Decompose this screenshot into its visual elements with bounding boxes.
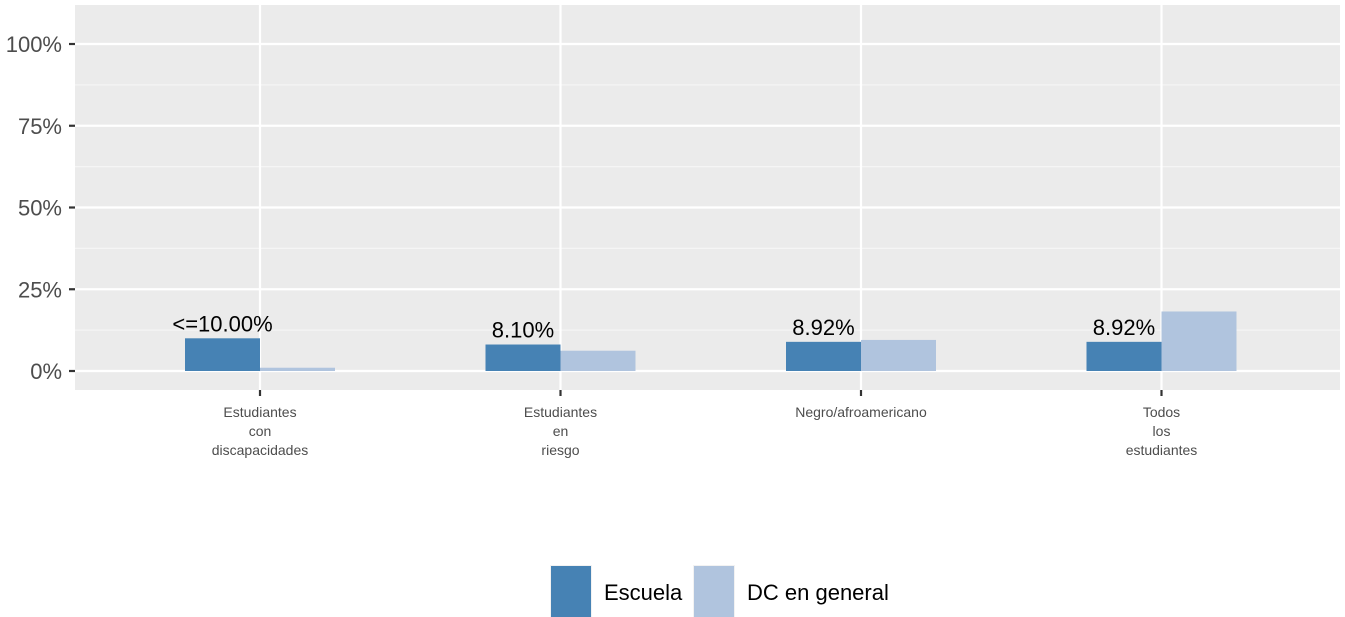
data-labels: <=10.00% 8.10% 8.92% 8.92% bbox=[172, 311, 1155, 342]
y-tick-label: 100% bbox=[6, 32, 62, 57]
y-tick-label: 0% bbox=[30, 359, 62, 384]
bar-dc-en-general-2 bbox=[861, 339, 936, 371]
bar-escuela-0 bbox=[185, 338, 260, 371]
data-label: 8.92% bbox=[1093, 315, 1155, 340]
legend-label: DC en general bbox=[747, 580, 889, 605]
bar-dc-en-general-3 bbox=[1161, 311, 1237, 371]
legend-swatch-escuela bbox=[551, 566, 591, 617]
bar-escuela-3 bbox=[1086, 341, 1162, 371]
data-label: 8.10% bbox=[492, 318, 554, 343]
bar-dc-en-general-0 bbox=[260, 367, 335, 371]
legend-swatch-dc-en-general bbox=[694, 566, 734, 617]
legend-label: Escuela bbox=[604, 580, 683, 605]
data-label: 8.92% bbox=[792, 315, 854, 340]
y-axis: 0% 25% 50% 75% 100% bbox=[6, 32, 75, 384]
bar-escuela-1 bbox=[485, 344, 561, 371]
major-gridlines bbox=[75, 5, 1340, 390]
plot-panel bbox=[75, 5, 1340, 390]
legend: Escuela DC en general bbox=[550, 565, 889, 617]
x-tick-label: Estudiantes con discapacidades bbox=[212, 404, 309, 458]
x-tick-label: Todos los estudiantes bbox=[1126, 404, 1198, 458]
x-tick-label: Negro/afroamericano bbox=[795, 404, 927, 420]
bar-escuela-2 bbox=[786, 341, 861, 371]
y-tick-label: 75% bbox=[18, 114, 62, 139]
bar-dc-en-general-1 bbox=[560, 350, 636, 371]
bars bbox=[185, 311, 1237, 371]
data-label: <=10.00% bbox=[172, 311, 272, 336]
x-tick-label: Estudiantes en riesgo bbox=[524, 404, 597, 458]
y-tick-label: 25% bbox=[18, 277, 62, 302]
x-axis: Estudiantes con discapacidades Estudiantes e… bbox=[212, 390, 1198, 458]
y-tick-label: 50% bbox=[18, 196, 62, 221]
minor-gridlines bbox=[75, 84, 1340, 331]
